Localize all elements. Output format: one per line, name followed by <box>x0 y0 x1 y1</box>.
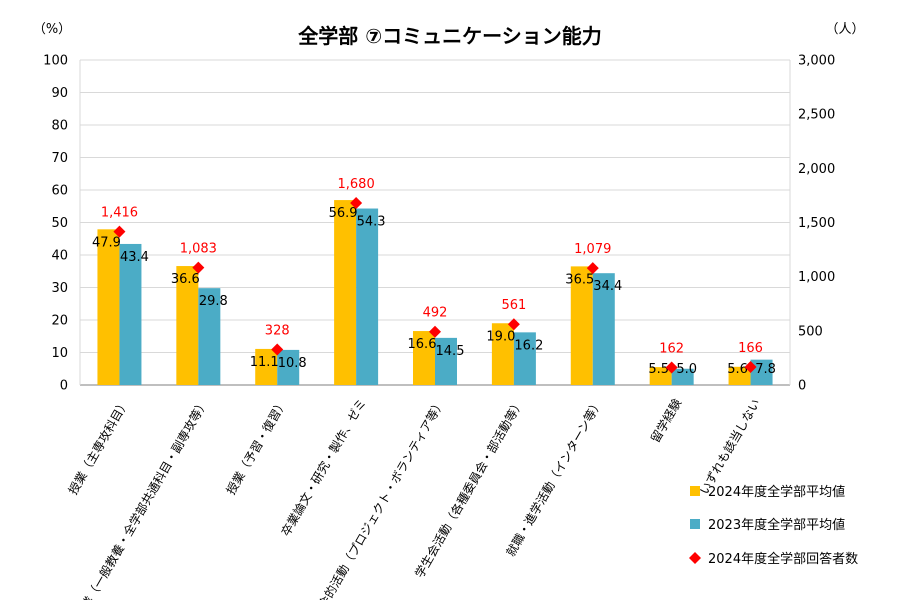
category-label: 留学経験 <box>647 396 684 445</box>
label-2023: 43.4 <box>120 250 149 265</box>
left-tick-label: 70 <box>51 151 68 166</box>
label-2024: 47.9 <box>92 235 121 250</box>
bar-2024 <box>97 229 120 385</box>
right-tick-label: 2,500 <box>798 108 835 123</box>
left-tick-label: 20 <box>51 314 68 329</box>
label-respondents: 1,416 <box>101 206 138 221</box>
legend-label-2023: 2023年度全学部平均値 <box>708 517 845 533</box>
label-respondents: 1,079 <box>574 242 611 257</box>
label-2023: 5.0 <box>676 362 697 377</box>
left-tick-label: 10 <box>51 346 68 361</box>
bar-2024 <box>728 366 751 385</box>
respondent-markers: 1,416 1,083 328 1,680 492 561 1,079 162 166 <box>101 177 763 374</box>
bar-2023 <box>198 288 221 385</box>
label-2023: 29.8 <box>199 294 228 309</box>
label-2024: 19.0 <box>486 329 515 344</box>
category-labels: 授業（主専攻科目）授業（一般教養・全学部共通科目・副専攻等） 授業（予習・復習）卒… <box>65 396 763 600</box>
label-2024: 16.6 <box>408 337 437 352</box>
marker-respondents <box>429 325 441 338</box>
label-2024: 36.5 <box>565 272 594 287</box>
bar-2024 <box>176 266 199 385</box>
bar-2023 <box>356 208 379 385</box>
category-label: いずれも該当しない <box>696 396 763 497</box>
legend-swatch-2024 <box>690 486 700 496</box>
legend-marker-respondents <box>689 552 701 564</box>
right-tick-label: 3,000 <box>798 54 835 69</box>
marker-respondents <box>271 343 284 356</box>
marker-respondents <box>507 318 520 331</box>
label-respondents: 166 <box>738 341 763 356</box>
bar-2024 <box>649 367 672 385</box>
right-tick-label: 0 <box>798 379 806 394</box>
bar-2024 <box>570 266 593 385</box>
marker-respondents <box>113 225 126 238</box>
label-2024: 5.6 <box>727 362 748 377</box>
label-respondents: 1,083 <box>180 242 217 257</box>
left-axis-unit: （%） <box>33 22 71 37</box>
label-2023: 14.5 <box>436 344 465 359</box>
right-tick-label: 2,000 <box>798 162 835 177</box>
label-respondents: 328 <box>265 323 290 338</box>
left-tick-label: 80 <box>51 119 68 134</box>
bar-2023 <box>513 332 536 385</box>
marker-respondents <box>192 261 205 274</box>
label-respondents: 561 <box>501 298 526 313</box>
marker-respondents <box>744 361 757 374</box>
label-2023: 16.2 <box>514 338 543 353</box>
bars <box>97 200 773 385</box>
right-tick-label: 1,000 <box>798 270 835 285</box>
left-tick-label: 40 <box>51 249 68 264</box>
right-axis-unit: （人） <box>825 22 864 37</box>
left-axis-ticks: 0 10 20 30 40 50 60 70 80 90 100 <box>43 54 68 394</box>
marker-respondents <box>665 361 678 374</box>
label-respondents: 1,680 <box>338 177 375 192</box>
category-label: 授業（主専攻科目） <box>65 396 132 497</box>
bar-2023 <box>119 243 142 385</box>
bar-2023 <box>592 273 615 385</box>
marker-respondents <box>350 197 363 209</box>
category-label: 授業（一般教養・全学部共通科目・副専攻等） <box>72 396 211 600</box>
label-2023: 7.8 <box>755 362 776 377</box>
legend-label-respondents: 2024年度全学部回答者数 <box>708 551 858 567</box>
label-2024: 36.6 <box>171 272 200 287</box>
bar-2024 <box>491 323 514 385</box>
bar-2023 <box>750 359 773 385</box>
right-tick-label: 1,500 <box>798 216 835 231</box>
bar-labels: 47.943.4 36.6 29.8 11.1 10.8 56.954.3 16.6 14.5… <box>92 206 776 377</box>
left-tick-label: 30 <box>51 281 68 296</box>
bar-2023 <box>671 368 694 385</box>
left-tick-label: 60 <box>51 184 68 199</box>
left-tick-label: 100 <box>43 54 68 69</box>
left-tick-label: 0 <box>60 379 68 394</box>
label-2024: 56.9 <box>329 206 358 221</box>
bar-2024 <box>334 200 357 385</box>
category-label: 授業（予習・復習） <box>223 396 290 497</box>
left-tick-label: 90 <box>51 86 68 101</box>
legend-swatch-2023 <box>690 519 700 529</box>
left-tick-label: 50 <box>51 216 68 231</box>
marker-respondents <box>586 262 599 275</box>
category-label: 卒業論文・研究・製作、ゼミ <box>278 396 369 539</box>
label-2023: 10.8 <box>278 356 307 371</box>
right-tick-label: 500 <box>798 324 823 339</box>
label-2023: 54.3 <box>357 215 386 230</box>
bar-2024 <box>413 331 435 385</box>
bar-2023 <box>435 337 457 385</box>
label-2023: 34.4 <box>593 279 622 294</box>
label-respondents: 492 <box>423 306 448 321</box>
bar-2023 <box>277 349 300 385</box>
label-respondents: 162 <box>659 341 684 356</box>
label-2024: 5.5 <box>648 362 669 377</box>
right-axis-ticks: 0 500 1,000 1,500 2,000 2,500 3,000 <box>798 54 835 394</box>
category-label: 就職・進学活動（インターン等） <box>503 396 606 559</box>
label-2024: 11.1 <box>250 355 279 370</box>
chart-title: 全学部 ⑦コミュニケーション能力 <box>297 24 602 48</box>
legend: 2024年度全学部平均値 2023年度全学部平均値 2024年度全学部回答者数 <box>689 484 858 567</box>
legend-label-2024: 2024年度全学部平均値 <box>708 484 845 500</box>
bar-2024 <box>255 348 278 385</box>
